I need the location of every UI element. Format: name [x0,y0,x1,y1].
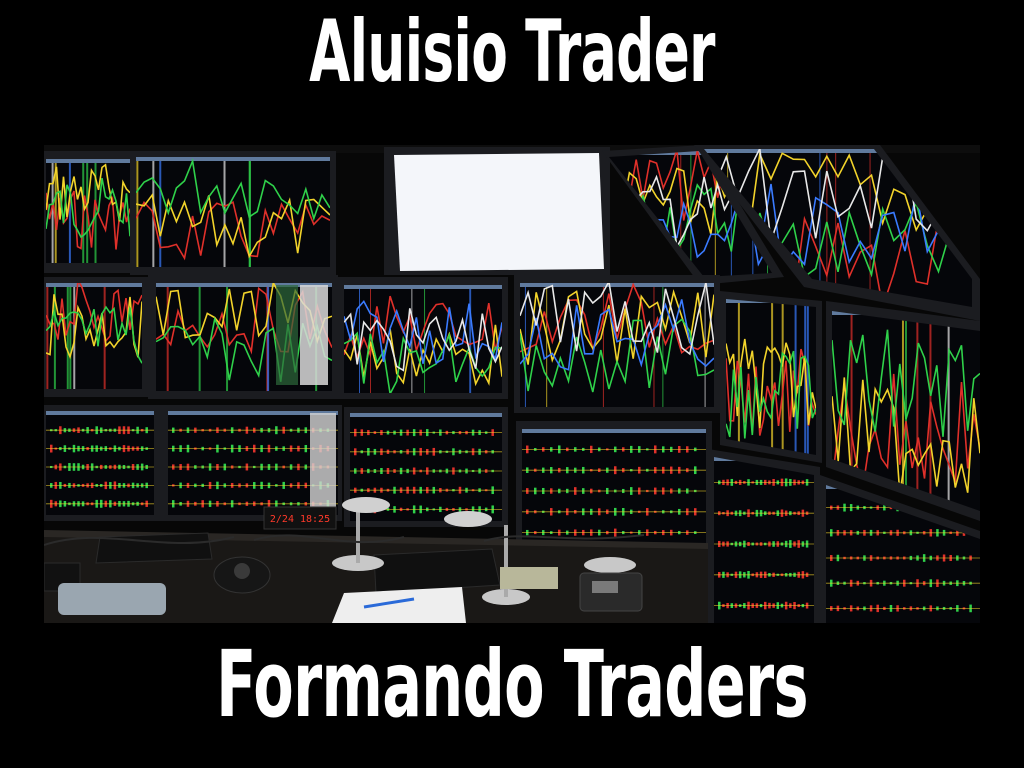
screen-chart-texture [46,159,130,263]
screen-chart-texture [168,411,338,508]
desk-microphone [444,511,530,605]
monitor [44,405,160,521]
tilted-monitor [694,145,980,321]
cables [44,534,645,546]
screen-chart-texture [156,283,332,391]
monitor [514,275,720,413]
keyboard [373,548,501,594]
monitor [516,421,712,551]
screen-chart-texture [522,429,706,537]
mouse-pad [58,583,166,615]
screen-chart-texture [46,411,154,508]
monitor [826,301,980,521]
blank-monitor [384,147,610,275]
desk-clock: 2/24 18:25 [263,506,337,530]
screen-chart-texture [344,285,502,393]
monitor [160,405,342,521]
clock-readout: 2/24 18:25 [270,514,330,525]
screen-chart-texture [136,157,330,267]
monitor [338,277,508,399]
monitor [708,449,820,623]
screen-chart-texture [350,413,502,514]
monitor [148,275,338,399]
monitor [820,475,980,623]
desk-microphone [584,557,636,573]
monitor [44,277,148,397]
page-subtitle: Formando Traders [216,631,808,738]
desk-microphone [332,497,390,571]
paper-sheet [332,587,466,623]
screen-chart-texture [46,283,142,389]
trading-desk-illustration: 2/24 18:25 [44,145,980,623]
desk-phone [579,572,643,612]
monitor [720,291,822,463]
banknotes [500,567,558,589]
page-title: Aluisio Trader [309,2,715,102]
monitor [130,151,336,275]
trackball [213,556,271,594]
screen-chart-texture [520,283,714,407]
monitor [344,407,508,527]
keyboard [95,532,213,564]
trading-desk-photo: 2/24 18:25 [44,145,980,623]
monitor [44,151,134,273]
